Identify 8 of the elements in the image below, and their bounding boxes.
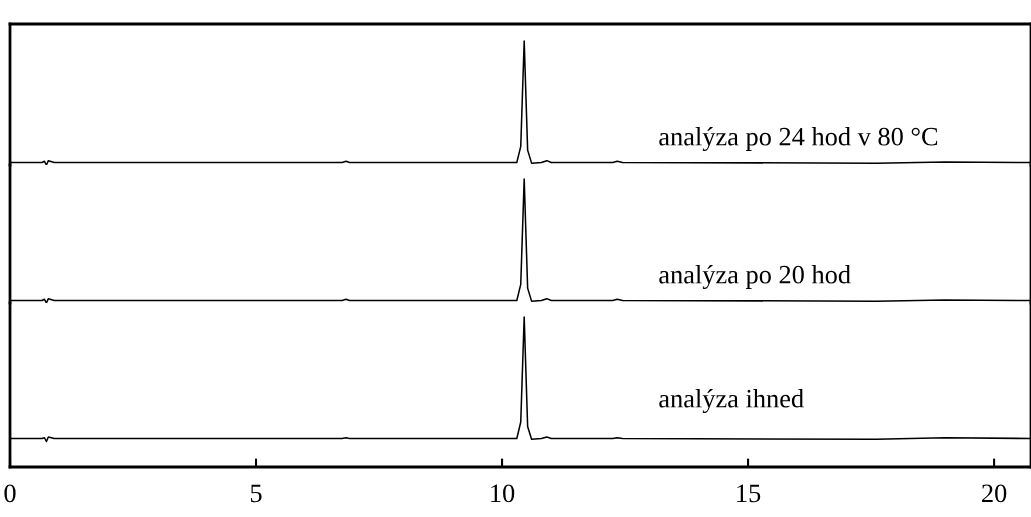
annotation: analýza po 20 hod bbox=[659, 264, 851, 289]
x-tick-label: 20 bbox=[982, 484, 1007, 503]
x-tick-label: 10 bbox=[491, 484, 515, 503]
annotation: analýza po 24 hod v 80 °C bbox=[659, 126, 938, 151]
x-tick-label: 0 bbox=[4, 484, 16, 503]
annotation: analýza ihned bbox=[659, 388, 804, 413]
x-tick-label: 5 bbox=[250, 484, 262, 503]
x-tick-label: 15 bbox=[737, 484, 761, 503]
